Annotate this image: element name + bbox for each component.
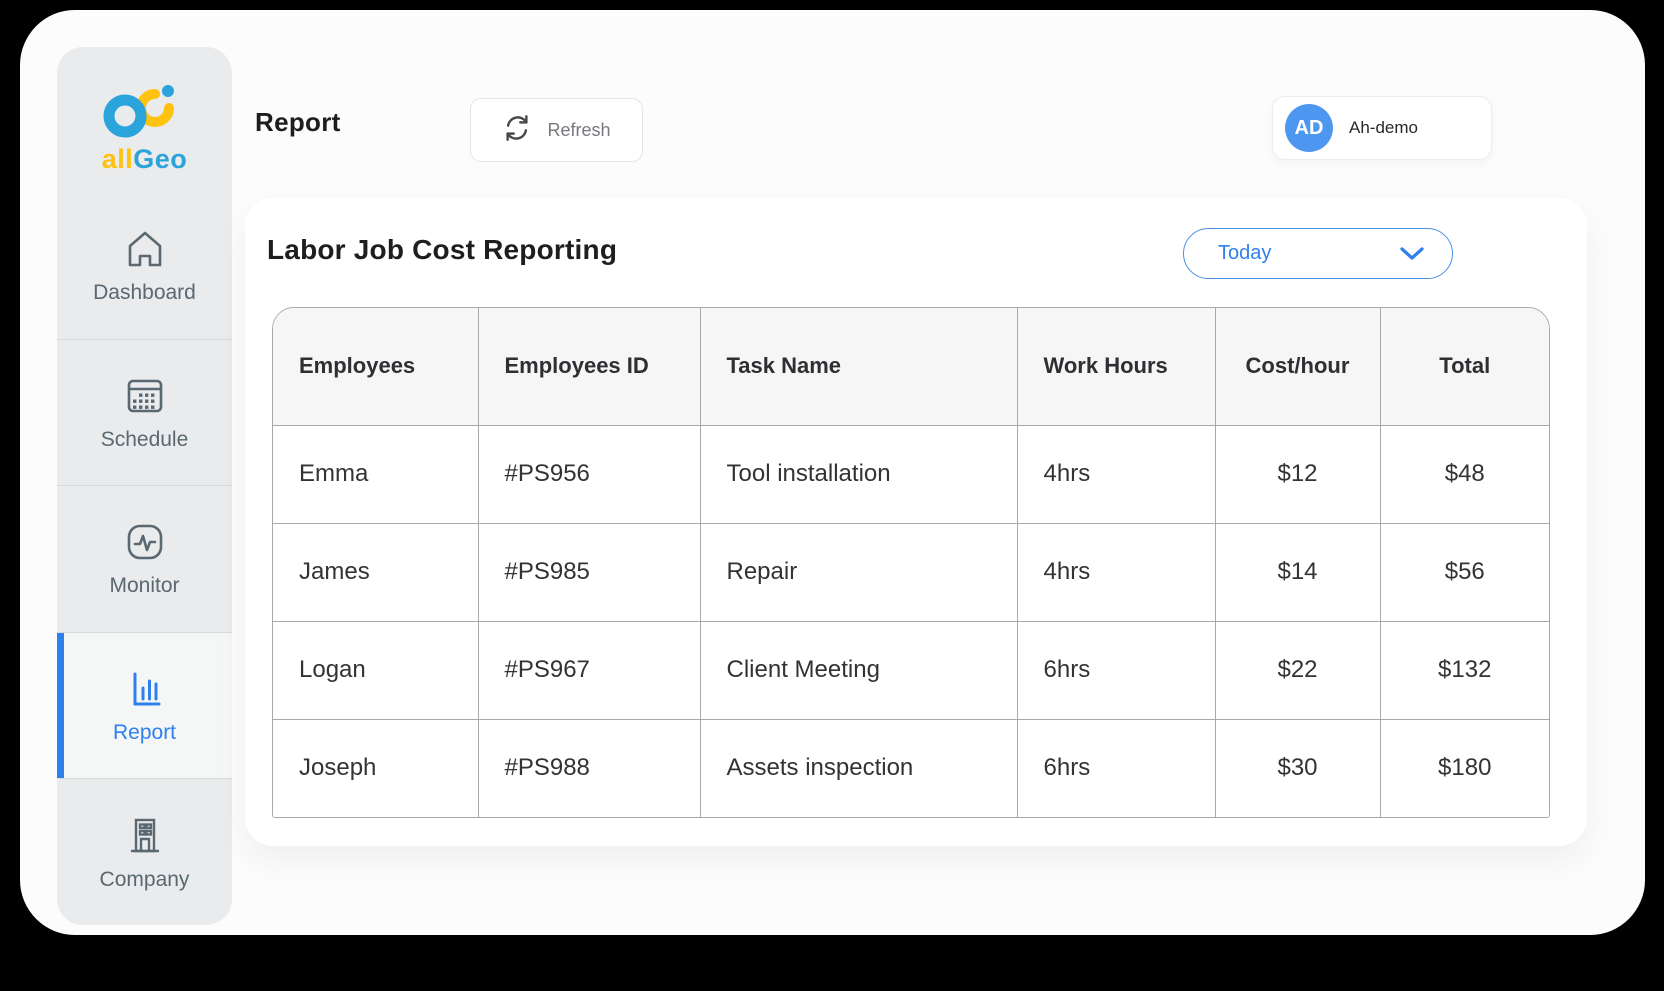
column-header-work-hours: Work Hours <box>1016 308 1215 426</box>
chevron-down-icon <box>1400 246 1424 260</box>
sidebar-nav: Dashboard Schedule <box>57 193 232 925</box>
cell-employee-id: #PS985 <box>477 523 700 622</box>
report-card: Labor Job Cost Reporting Today Employees… <box>245 198 1587 846</box>
app-window: allGeo Dashboard <box>20 10 1645 935</box>
column-header-employees-id: Employees ID <box>477 308 700 426</box>
table-row: Emma #PS956 Tool installation 4hrs $12 $… <box>273 425 1549 524</box>
table-row: Joseph #PS988 Assets inspection 6hrs $30… <box>273 719 1549 817</box>
avatar: AD <box>1285 104 1333 152</box>
cell-work-hours: 6hrs <box>1016 719 1215 817</box>
calendar-icon <box>121 373 169 419</box>
cell-work-hours: 6hrs <box>1016 621 1215 720</box>
refresh-icon <box>502 113 532 148</box>
table-row: Logan #PS967 Client Meeting 6hrs $22 $13… <box>273 621 1549 720</box>
home-icon <box>121 226 169 272</box>
cell-task-name: Client Meeting <box>699 621 1017 720</box>
sidebar-item-label: Dashboard <box>93 281 196 305</box>
sidebar-item-label: Schedule <box>100 427 189 451</box>
cell-cost-hour: $14 <box>1214 523 1380 622</box>
allgeo-logo: allGeo <box>57 47 232 193</box>
cell-employee-id: #PS967 <box>477 621 700 720</box>
logo-text-geo: Geo <box>133 143 188 174</box>
page-title: Report <box>255 107 341 137</box>
date-filter-value: Today <box>1218 242 1272 264</box>
cell-cost-hour: $30 <box>1214 719 1380 817</box>
sidebar-item-monitor[interactable]: Monitor <box>57 485 232 632</box>
date-filter-dropdown[interactable]: Today <box>1183 228 1453 279</box>
cell-employee-id: #PS988 <box>477 719 700 817</box>
user-badge[interactable]: AD Ah-demo <box>1272 96 1492 160</box>
column-header-employees: Employees <box>273 308 478 426</box>
sidebar-item-report[interactable]: Report <box>57 631 232 779</box>
allgeo-logo-text: allGeo <box>102 144 188 175</box>
sidebar-item-label: Report <box>112 721 177 745</box>
cell-employee: Emma <box>273 425 478 524</box>
report-card-title: Labor Job Cost Reporting <box>267 234 618 265</box>
labor-cost-table: Employees Employees ID Task Name Work Ho… <box>272 307 1550 818</box>
column-header-total: Total <box>1379 308 1549 426</box>
table-header-row: Employees Employees ID Task Name Work Ho… <box>273 308 1549 426</box>
cell-total: $132 <box>1379 621 1549 720</box>
cell-total: $56 <box>1379 523 1549 622</box>
sidebar-item-schedule[interactable]: Schedule <box>57 338 232 486</box>
sidebar-item-label: Company <box>99 867 190 891</box>
allgeo-logo-icon <box>103 84 174 137</box>
column-header-cost-hour: Cost/hour <box>1214 308 1380 426</box>
refresh-button-label: Refresh <box>547 119 611 140</box>
building-icon <box>121 813 169 859</box>
bar-chart-icon <box>121 666 169 712</box>
sidebar: allGeo Dashboard <box>57 47 232 925</box>
cell-employee-id: #PS956 <box>477 425 700 524</box>
cell-employee: Joseph <box>273 719 478 817</box>
sidebar-item-dashboard[interactable]: Dashboard <box>57 193 232 339</box>
user-name: Ah-demo <box>1349 118 1418 137</box>
column-header-task-name: Task Name <box>699 308 1017 426</box>
monitor-icon <box>121 519 169 565</box>
cell-work-hours: 4hrs <box>1016 425 1215 524</box>
cell-cost-hour: $12 <box>1214 425 1380 524</box>
cell-employee: Logan <box>273 621 478 720</box>
logo-text-all: all <box>101 143 134 174</box>
sidebar-item-company[interactable]: Company <box>57 778 232 925</box>
sidebar-item-label: Monitor <box>109 574 180 598</box>
cell-work-hours: 4hrs <box>1016 523 1215 622</box>
cell-total: $180 <box>1379 719 1549 817</box>
refresh-button[interactable]: Refresh <box>470 98 643 162</box>
cell-task-name: Assets inspection <box>699 719 1017 817</box>
table-row: James #PS985 Repair 4hrs $14 $56 <box>273 523 1549 622</box>
cell-task-name: Repair <box>699 523 1017 622</box>
cell-task-name: Tool installation <box>699 425 1017 524</box>
cell-cost-hour: $22 <box>1214 621 1380 720</box>
cell-total: $48 <box>1379 425 1549 524</box>
cell-employee: James <box>273 523 478 622</box>
